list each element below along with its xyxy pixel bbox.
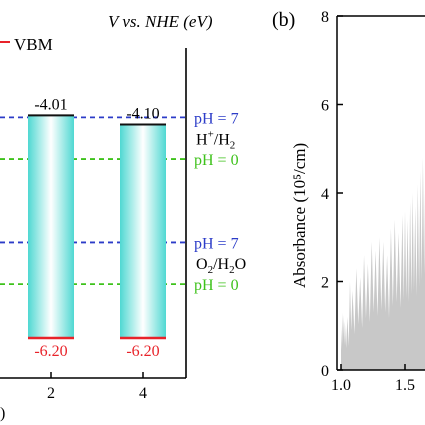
reference-line-label: pH = 7 [194, 110, 239, 127]
band-gap-bar [28, 115, 74, 338]
cbm-value-label: -4.01 [34, 96, 67, 113]
legend-vbm-label: VBM [14, 35, 53, 54]
panel-b-label: (b) [272, 9, 295, 31]
reference-line-label: pH = 0 [194, 277, 239, 294]
reference-line-label: pH = 7 [194, 235, 239, 252]
y-tick-label: 0 [321, 363, 329, 380]
band-alignment-panel: VBM V vs. NHE (eV) pH = 7 pH = 0 pH = 7 pH … [0, 12, 246, 422]
y-tick-label: 4 [321, 186, 329, 203]
redox-couple-label: H+/H2 [196, 129, 235, 152]
y-tick-label: 8 [321, 9, 329, 26]
x-tick-label: 2 [47, 385, 55, 402]
y-tick-label: 6 [321, 98, 329, 115]
x-axis-label: ) [0, 405, 5, 422]
reference-line-label: pH = 0 [194, 152, 239, 169]
vbm-value-label: -6.20 [34, 343, 67, 360]
panel-a-header: V vs. NHE (eV) [108, 12, 213, 31]
y-axis-label: Absorbance (10⁵/cm) [290, 143, 309, 288]
absorbance-panel: (b) Absorbance (10⁵/cm) 0 2 4 6 8 1.0 1.5 [272, 9, 425, 394]
y-tick-label: 2 [321, 275, 329, 292]
redox-couple-label: O2/H2O [196, 256, 246, 276]
x-tick-label: 4 [139, 385, 147, 402]
x-tick-label: 1.5 [395, 377, 415, 394]
vbm-value-label: -6.20 [126, 343, 159, 360]
absorbance-area [341, 157, 425, 370]
x-tick-label: 1.0 [331, 377, 351, 394]
cbm-value-label: -4.10 [126, 106, 159, 123]
band-gap-bar [120, 124, 166, 338]
